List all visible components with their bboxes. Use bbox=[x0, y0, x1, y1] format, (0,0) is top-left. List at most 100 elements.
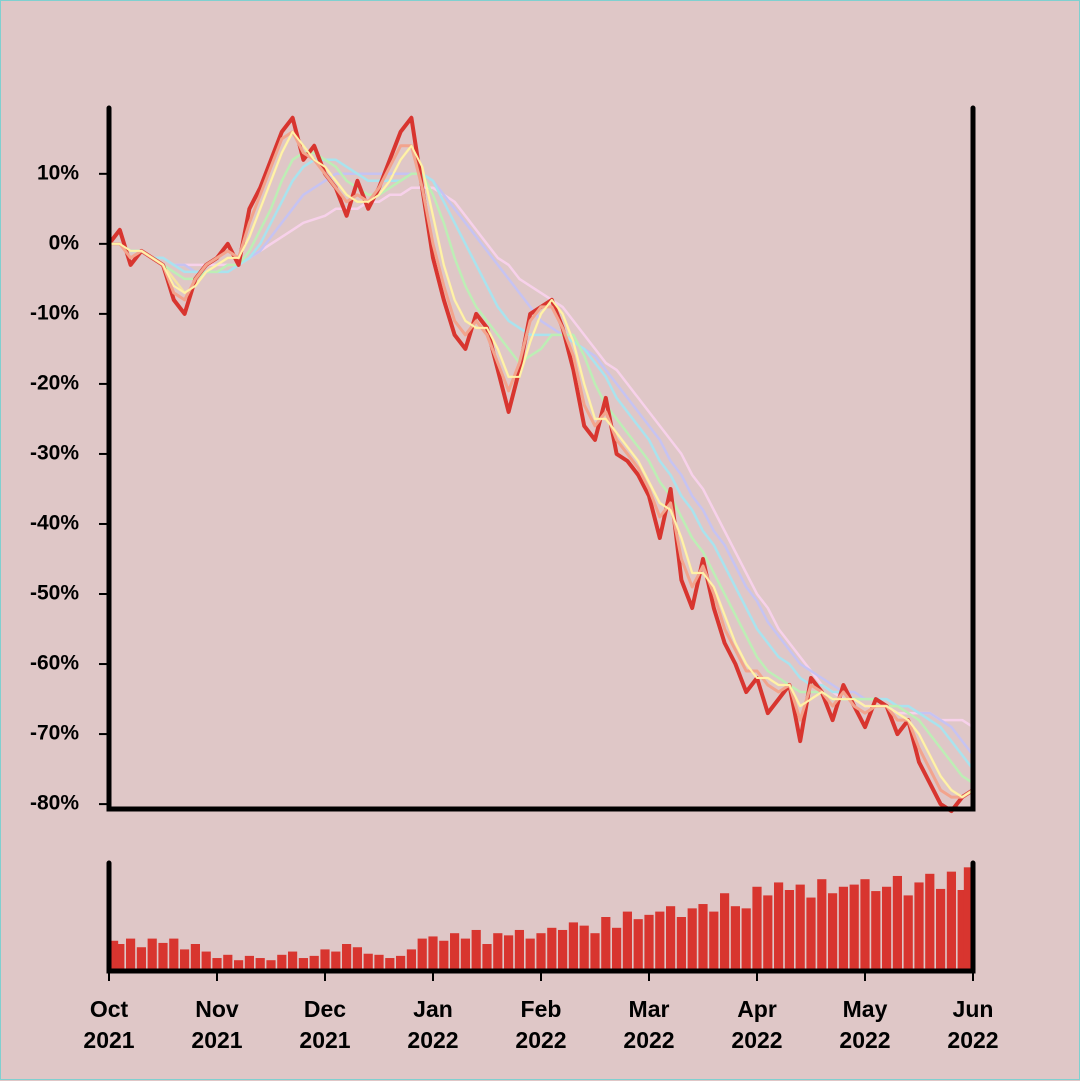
volume-bar bbox=[147, 938, 157, 971]
volume-bar bbox=[126, 938, 136, 971]
volume-bar bbox=[115, 944, 125, 971]
y-tick-label: -30% bbox=[30, 441, 79, 464]
volume-bar bbox=[784, 890, 794, 971]
volume-bar bbox=[536, 933, 546, 971]
volume-bar bbox=[568, 922, 578, 971]
volume-bar bbox=[277, 954, 287, 971]
line-series bbox=[107, 115, 975, 814]
x-tick-label: Apr 2022 bbox=[731, 996, 783, 1053]
volume-bar bbox=[946, 871, 956, 971]
volume-bar bbox=[806, 897, 816, 971]
volume-bar bbox=[892, 875, 902, 971]
volume-bar bbox=[460, 938, 470, 971]
x-tick-label: Jun 2022 bbox=[947, 996, 999, 1053]
volume-bar bbox=[514, 929, 524, 971]
volume-bar bbox=[590, 933, 600, 971]
volume-bar bbox=[417, 938, 427, 971]
y-tick-label: -20% bbox=[30, 371, 79, 394]
volume-bar bbox=[331, 951, 341, 971]
volume-bar bbox=[849, 884, 859, 971]
volume-bar bbox=[136, 947, 146, 971]
y-tick-label: 10% bbox=[37, 161, 79, 184]
volume-bar bbox=[374, 954, 384, 971]
volume-bar bbox=[450, 933, 460, 971]
volume-bar bbox=[633, 919, 643, 971]
volume-bar bbox=[709, 911, 719, 971]
volume-bar bbox=[622, 911, 632, 971]
volume-bar bbox=[439, 940, 449, 971]
y-tick-label: -50% bbox=[30, 582, 79, 605]
line-series bbox=[109, 130, 974, 799]
volume-bar bbox=[698, 904, 708, 971]
volume-bar bbox=[903, 895, 913, 971]
volume-bar bbox=[666, 906, 676, 971]
y-tick-label: -70% bbox=[30, 722, 79, 745]
volume-bar bbox=[882, 886, 892, 971]
volume-bar bbox=[655, 911, 665, 971]
volume-bar bbox=[504, 935, 514, 971]
volume-bar bbox=[158, 942, 168, 971]
volume-bar bbox=[860, 879, 870, 971]
volume-bar bbox=[579, 925, 589, 971]
y-tick-label: -10% bbox=[30, 301, 79, 324]
volume-bar bbox=[201, 951, 211, 971]
volume-bar bbox=[957, 890, 967, 971]
volume-bar bbox=[298, 958, 308, 971]
x-tick-label: May 2022 bbox=[839, 996, 891, 1053]
volume-bar bbox=[406, 949, 416, 971]
y-tick-label: -60% bbox=[30, 652, 79, 675]
line-series bbox=[109, 158, 974, 770]
volume-bar bbox=[838, 886, 848, 971]
volume-bar bbox=[547, 927, 557, 971]
line-series bbox=[109, 130, 974, 799]
volume-bar bbox=[255, 958, 265, 971]
volume-bar bbox=[190, 944, 200, 971]
volume-bar bbox=[363, 953, 373, 971]
volume-bar bbox=[428, 936, 438, 971]
volume-bar bbox=[730, 906, 740, 971]
volume-bar bbox=[244, 955, 254, 971]
volume-bar bbox=[914, 882, 924, 971]
axis-frame bbox=[106, 105, 976, 812]
volume-bar bbox=[234, 960, 244, 971]
volume-bar bbox=[352, 947, 362, 971]
volume-bar bbox=[817, 879, 827, 971]
volume-bar bbox=[774, 882, 784, 971]
volume-bar bbox=[482, 944, 492, 971]
volume-bar bbox=[963, 867, 973, 971]
volume-bar bbox=[396, 955, 406, 971]
x-tick-label: Mar 2022 bbox=[623, 996, 675, 1053]
volume-bar bbox=[223, 954, 233, 971]
line-series bbox=[109, 172, 974, 756]
x-tick-label: Jan 2022 bbox=[407, 996, 459, 1053]
volume-bar bbox=[288, 951, 298, 971]
volume-bar bbox=[109, 940, 119, 971]
volume-bar bbox=[493, 933, 503, 971]
volume-bar bbox=[752, 886, 762, 971]
volume-bar bbox=[720, 893, 730, 971]
volume-bar bbox=[320, 949, 330, 971]
x-tick-label: Nov 2021 bbox=[191, 996, 243, 1053]
x-tick-label: Feb 2022 bbox=[515, 996, 567, 1053]
volume-bar bbox=[342, 944, 352, 971]
volume-bar bbox=[266, 960, 276, 971]
volume-bar bbox=[601, 917, 611, 971]
volume-bar bbox=[828, 893, 838, 971]
volume-bar bbox=[644, 914, 654, 971]
volume-bar bbox=[687, 908, 697, 971]
axis-frame bbox=[106, 860, 976, 974]
volume-bar bbox=[525, 938, 535, 971]
volume-bar bbox=[212, 958, 222, 971]
volume-bar bbox=[871, 891, 881, 971]
line-series bbox=[109, 186, 974, 729]
volume-bar bbox=[471, 929, 481, 971]
volume-bar bbox=[558, 929, 568, 971]
volume-bar bbox=[795, 884, 805, 971]
volume-bar bbox=[741, 908, 751, 971]
volume-bar bbox=[925, 873, 935, 971]
x-tick-label: Dec 2021 bbox=[299, 996, 351, 1053]
volume-bar bbox=[309, 955, 319, 971]
y-tick-label: -80% bbox=[30, 792, 79, 815]
